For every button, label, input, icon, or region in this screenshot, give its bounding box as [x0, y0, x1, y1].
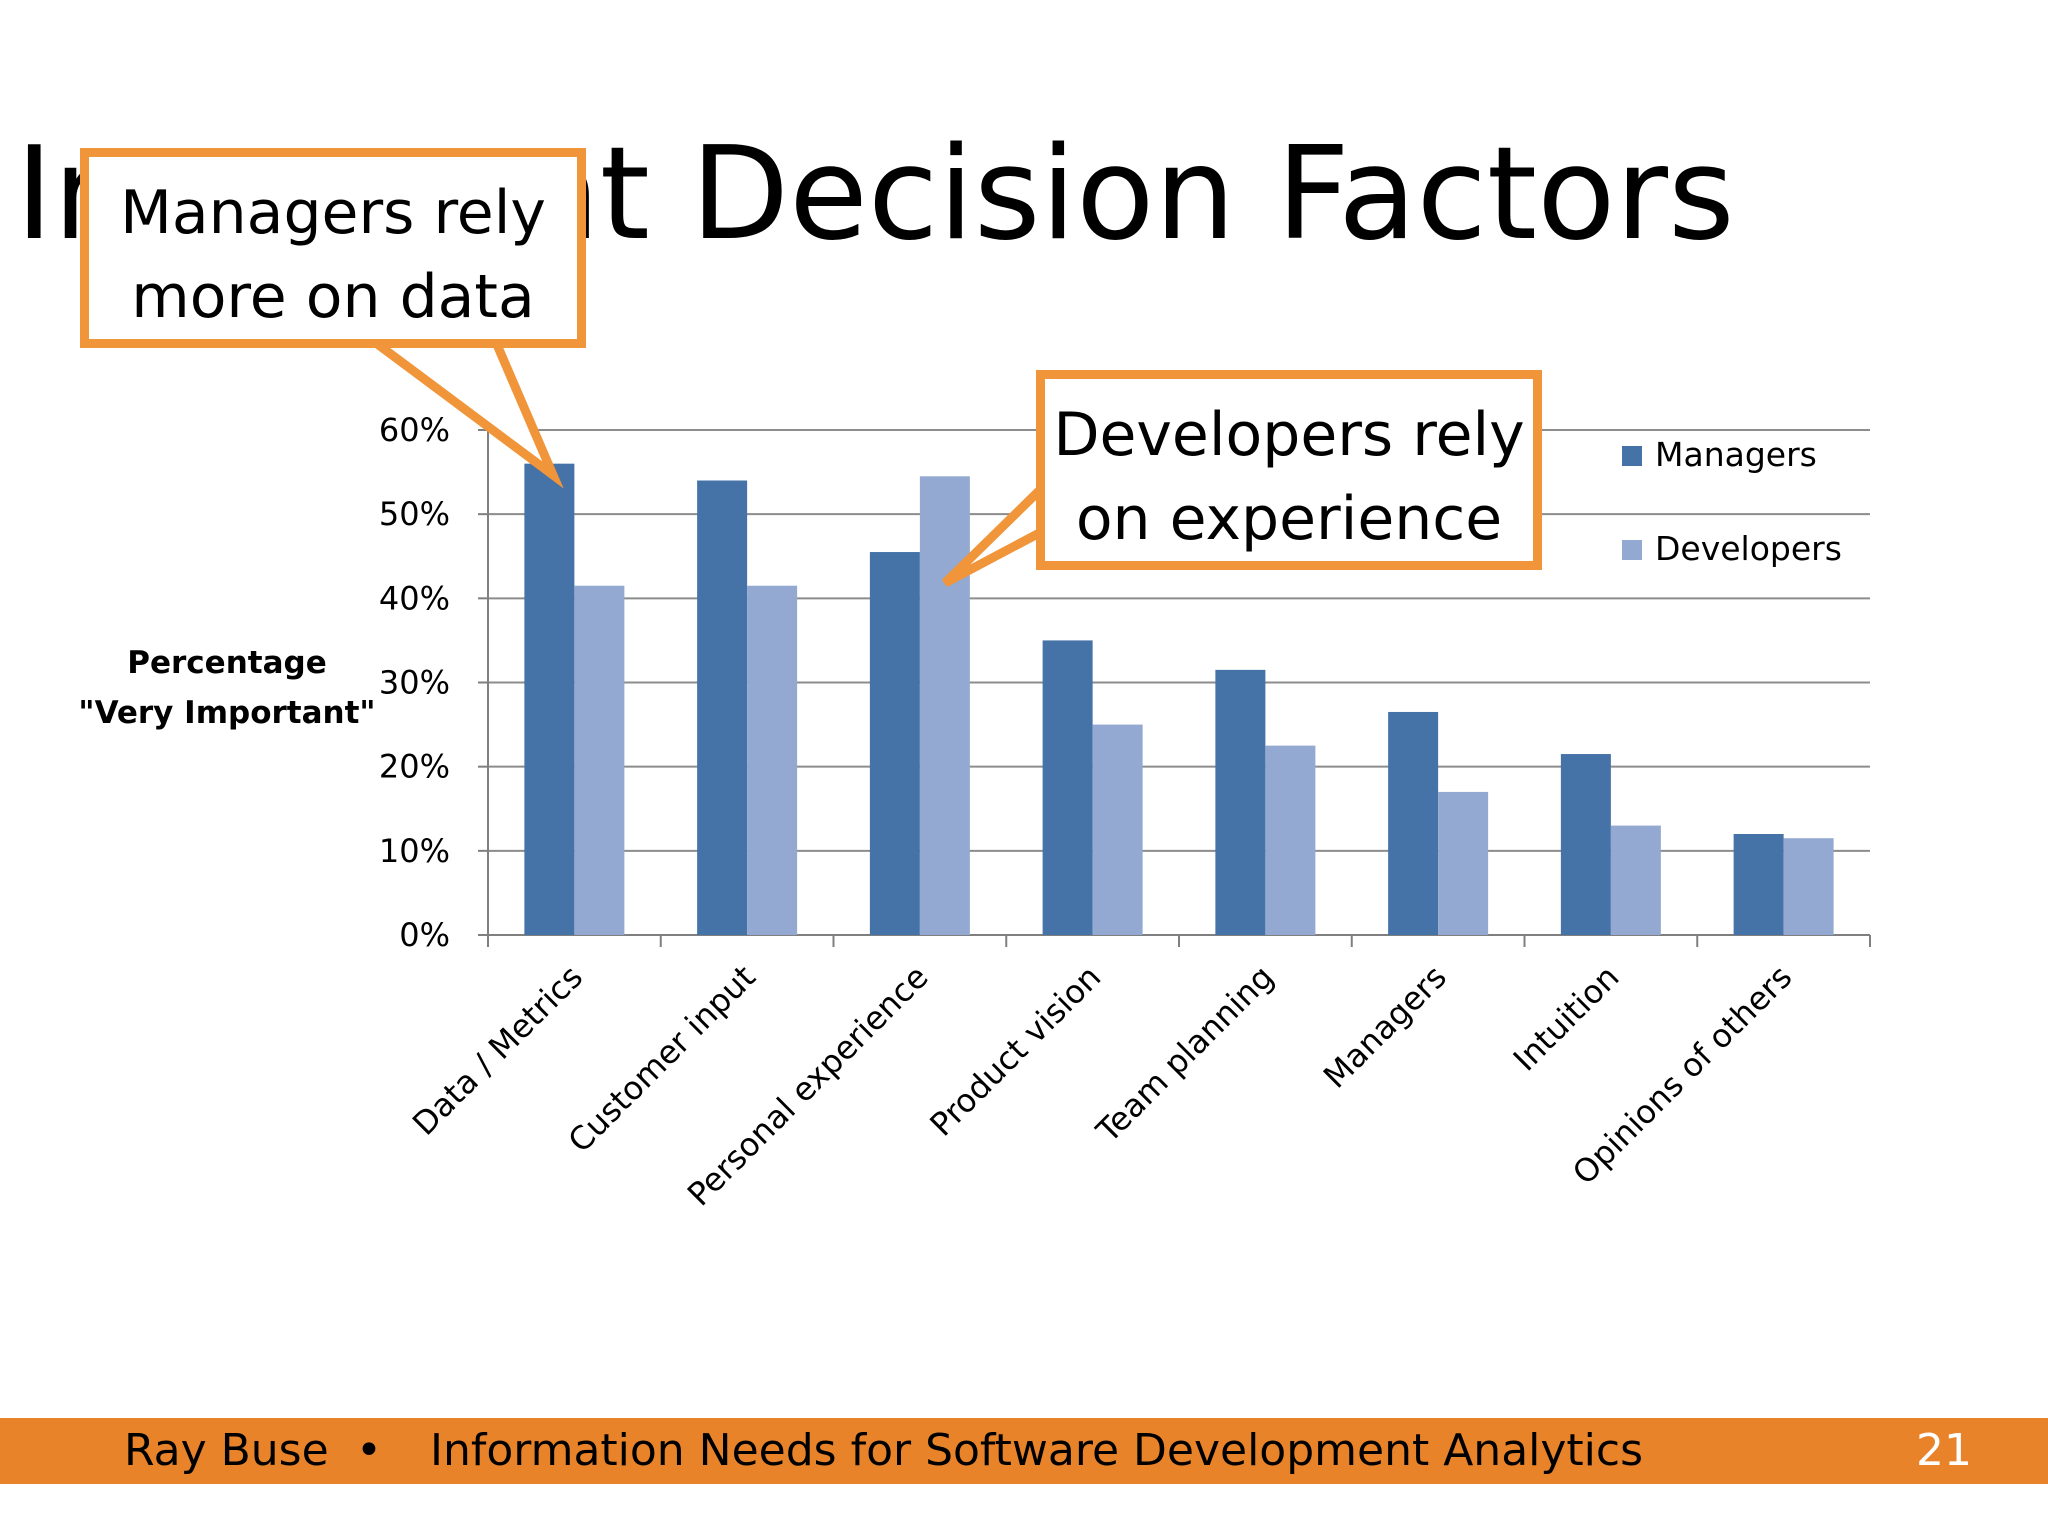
y-tick-label: 0%: [399, 916, 450, 954]
bar-managers: [1215, 669, 1266, 935]
managers-callout-line-1: Managers rely: [120, 178, 546, 248]
bar-managers: [697, 480, 748, 935]
bar-developers: [1783, 838, 1834, 935]
bar-developers: [574, 585, 625, 935]
y-axis-label-line-2: "Very Important": [78, 695, 376, 731]
x-tick-label: Team planning: [1088, 958, 1281, 1151]
bar-developers: [1610, 825, 1661, 935]
managers-callout: Managers rely more on data: [80, 148, 586, 348]
footer-separator: •: [356, 1425, 382, 1476]
footer-deck-title: Information Needs for Software Developme…: [430, 1425, 1644, 1476]
footer-bar: Ray Buse • Information Needs for Softwar…: [0, 1418, 2048, 1484]
x-tick-label: Product vision: [922, 958, 1108, 1144]
x-tick-label: Intuition: [1506, 958, 1627, 1079]
developers-callout-line-1: Developers rely: [1053, 400, 1525, 470]
legend-swatch-developers: [1622, 540, 1642, 560]
bar-managers: [1042, 640, 1093, 935]
bar-developers: [747, 585, 798, 935]
bar-managers: [1733, 834, 1784, 935]
bar-managers: [869, 552, 920, 935]
bar-developers: [1092, 724, 1143, 935]
y-tick-label: 30%: [379, 664, 450, 702]
page-number: 21: [1916, 1425, 1972, 1476]
bar-developers: [1438, 791, 1489, 935]
bar-developers: [1265, 745, 1316, 935]
y-tick-label: 50%: [379, 495, 450, 533]
footer-author: Ray Buse: [124, 1425, 329, 1476]
developers-callout: Developers rely on experience: [1036, 370, 1542, 570]
legend-label-managers: Managers: [1655, 435, 1817, 474]
y-axis-label-line-1: Percentage: [127, 645, 327, 681]
managers-callout-line-2: more on data: [131, 262, 535, 332]
x-tick-label: Managers: [1316, 958, 1454, 1096]
developers-callout-line-2: on experience: [1075, 484, 1503, 554]
x-tick-label: Customer input: [561, 958, 763, 1160]
legend-label-developers: Developers: [1655, 529, 1842, 568]
legend-swatch-managers: [1622, 446, 1642, 466]
y-tick-label: 60%: [379, 411, 450, 449]
y-axis-label: Percentage "Very Important": [62, 638, 392, 738]
bar-managers: [524, 463, 575, 935]
y-tick-label: 10%: [379, 832, 450, 870]
x-tick-label: Data / Metrics: [405, 958, 590, 1143]
bar-developers: [919, 476, 970, 935]
y-tick-label: 40%: [379, 579, 450, 617]
bar-managers: [1388, 711, 1439, 935]
managers-callout-pointer: [358, 335, 564, 489]
bar-managers: [1560, 754, 1611, 935]
y-tick-label: 20%: [379, 748, 450, 786]
bar-chart: 0% 10% 20% 30% 40% 50% 60% Data / MetricsCustom…: [358, 335, 1871, 1213]
